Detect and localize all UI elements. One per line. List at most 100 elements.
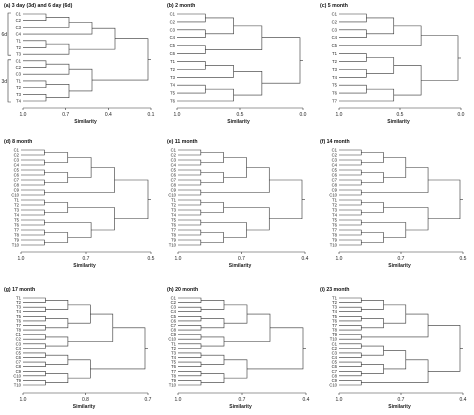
leaf-label: T4: [171, 213, 177, 218]
dendrogram-branch: [69, 68, 93, 92]
similarity-axis: [20, 251, 152, 254]
leaf-label: C2: [332, 19, 338, 24]
leaf-label: T8: [332, 328, 338, 333]
leaf-label: T3: [14, 208, 20, 213]
dendrogram-branch: [339, 229, 362, 236]
dendrogram-branch: [44, 202, 69, 213]
panel-8: (h) 20 monthC1C2C3C4C5C6C7C8C9C10T1T2T3T…: [167, 287, 310, 410]
dendrogram-branch: [339, 199, 362, 206]
dendrogram-branch: [23, 370, 46, 377]
panel-title: (i) 23 month: [320, 287, 349, 293]
dendrogram: [177, 13, 303, 102]
dendrogram-branch: [23, 40, 47, 48]
leaf-label: T1: [171, 341, 177, 346]
dendrogram-branch: [178, 169, 202, 176]
leaf-label: C3: [332, 27, 338, 32]
dendrogram-branch: [201, 336, 225, 347]
similarity-axis: [22, 392, 149, 395]
dendrogram-branch: [92, 38, 149, 81]
dendrogram-branch: [339, 25, 422, 46]
leaf-label: C10: [329, 193, 337, 198]
leaf-label: T2: [16, 85, 22, 90]
axis-tick-label: 1.0: [20, 397, 27, 403]
leaf-label: C4: [16, 346, 22, 351]
leaf-label: T2: [332, 203, 338, 208]
leaf-label: C4: [332, 355, 338, 360]
dendrogram-branch: [201, 318, 225, 329]
leaf-label: C2: [171, 300, 177, 305]
leaf-label: C1: [332, 341, 338, 346]
dendrogram-branch: [67, 359, 91, 379]
panel-7: (g) 17 month T1T2T3T4T5T6T7T8C1C2C3C4C5C6…: [4, 287, 152, 410]
leaf-label: T4: [16, 309, 22, 314]
leaf-label: C8: [171, 183, 177, 188]
panel-title: (d) 8 month: [4, 139, 32, 145]
dendrogram-branch: [339, 53, 367, 62]
leaf-label: T6: [16, 318, 22, 323]
dendrogram-branch: [361, 167, 429, 193]
similarity-axis: [22, 107, 152, 110]
leaf-label: C10: [11, 193, 19, 198]
dendrogram-branch: [339, 209, 362, 216]
dendrogram-branch: [21, 169, 45, 176]
dendrogram-branch: [44, 152, 69, 163]
leaf-label: C2: [332, 346, 338, 351]
dendrogram-branch: [178, 209, 202, 216]
axis-tick-label: 0.4: [460, 397, 467, 403]
leaf-label: T7: [332, 228, 338, 233]
leaf-label: T1: [171, 198, 177, 203]
group-label: 3d: [1, 79, 7, 85]
dendrogram-branch: [383, 304, 407, 324]
leaf-label: C1: [16, 58, 22, 63]
axis-tick-label: 0.0: [300, 112, 307, 118]
dendrogram-branch: [201, 299, 225, 310]
leaf-label: C2: [332, 153, 338, 158]
dendrogram-branch: [200, 152, 224, 163]
panel-title: (c) 5 month: [320, 3, 348, 9]
leaf-label: T4: [332, 75, 338, 80]
leaf-label: T7: [171, 369, 177, 374]
leaf-label: T6: [171, 223, 177, 228]
dendrogram-branch: [201, 373, 225, 384]
panel-title: (b) 2 month: [167, 3, 195, 9]
leaf-label: C3: [332, 350, 338, 355]
leaf-label: T2: [16, 45, 22, 50]
leaf-label: T4: [14, 213, 20, 218]
leaf-label: C6: [171, 173, 177, 178]
leaf-label: T6: [170, 99, 176, 104]
leaf-label: T5: [170, 91, 176, 96]
leaf-label: C7: [171, 178, 177, 183]
dendrogram-branch: [23, 343, 46, 349]
axis-tick-label: 0.7: [239, 397, 246, 403]
dendrogram-branch: [339, 334, 362, 340]
dendrogram-branch: [393, 65, 422, 96]
axis-title: Similarity: [74, 119, 97, 125]
dendrogram-branch: [45, 373, 69, 384]
leaf-label: T7: [171, 228, 177, 233]
leaf-label: C3: [170, 27, 176, 32]
leaf-label: C3: [16, 341, 22, 346]
axis-tick-label: 0.5: [460, 256, 467, 262]
panel-1: (a) 3 day (3d) and 6 day (6d)C1C2C3C4T1T…: [1, 3, 154, 125]
group-label: 6d: [1, 32, 7, 38]
leaf-label: C6: [170, 51, 176, 56]
dendrogram-branch: [361, 172, 384, 183]
leaf-label: C5: [171, 168, 177, 173]
dendrogram-branch: [247, 327, 304, 370]
dendrogram-branch: [339, 361, 362, 367]
dendrogram-branch: [23, 306, 46, 313]
dendrogram-branch: [178, 179, 202, 186]
dendrogram-branch: [114, 179, 149, 220]
leaf-label: T7: [16, 323, 22, 328]
dendrogram-branch: [269, 179, 303, 220]
leaf-label: T10: [169, 243, 177, 248]
dendrogram-branch: [339, 179, 362, 186]
axis-tick-label: 0.1: [148, 112, 155, 118]
panel-2: (b) 2 month C1 C2 C3 C4 C5 C6 T1 T2 T3 T4 T5 T6 1.0 0.…: [167, 3, 307, 125]
axis-tick-label: 0.4: [303, 397, 310, 403]
axis-tick-label: 1.0: [336, 397, 343, 403]
leaf-label: C5: [170, 43, 176, 48]
axis-title: Similarity: [229, 263, 252, 269]
dendrogram-branch: [178, 229, 202, 236]
leaf-label: T3: [16, 305, 22, 310]
